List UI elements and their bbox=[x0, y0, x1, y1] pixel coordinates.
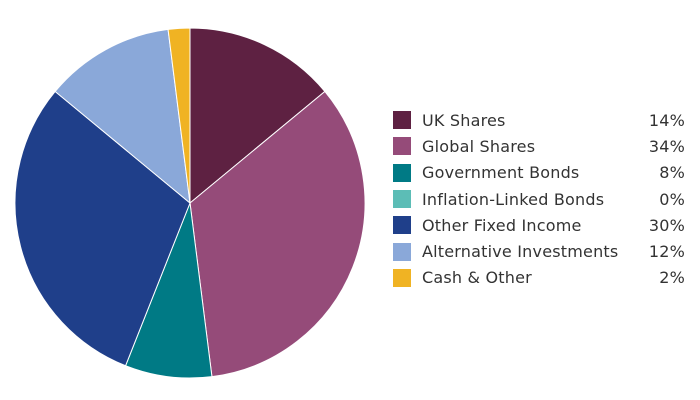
legend-label: Alternative Investments bbox=[422, 242, 619, 262]
pie-slice-global-shares bbox=[189, 90, 366, 378]
legend-item-alternative-investments: Alternative Investments 12% bbox=[393, 238, 685, 264]
legend-item-global-shares: Global Shares 34% bbox=[393, 133, 685, 159]
pie-slice-other-fixed-income bbox=[14, 90, 191, 367]
legend-item-uk-shares: UK Shares 14% bbox=[393, 107, 685, 133]
legend-label: UK Shares bbox=[422, 110, 506, 130]
legend-value: 2% bbox=[659, 268, 685, 288]
legend-swatch bbox=[393, 111, 411, 130]
legend-value: 34% bbox=[648, 136, 685, 156]
legend-item-other-fixed-income: Other Fixed Income 30% bbox=[393, 212, 685, 238]
legend-value: 0% bbox=[659, 189, 685, 209]
chart-legend: UK Shares 14% Global Shares 34% Government B… bbox=[393, 107, 685, 291]
legend-swatch bbox=[393, 242, 411, 261]
legend-value: 12% bbox=[648, 242, 685, 262]
legend-label: Inflation-Linked Bonds bbox=[422, 189, 605, 209]
legend-value: 14% bbox=[648, 110, 685, 130]
legend-value: 8% bbox=[659, 163, 685, 183]
legend-swatch bbox=[393, 216, 411, 235]
legend-swatch bbox=[393, 163, 411, 182]
pie-slice-alternative-investments bbox=[54, 28, 191, 205]
legend-swatch bbox=[393, 190, 411, 209]
legend-label: Global Shares bbox=[422, 136, 536, 156]
legend-label: Cash & Other bbox=[422, 268, 532, 288]
legend-item-cash-other: Cash & Other 2% bbox=[393, 265, 685, 291]
legend-label: Other Fixed Income bbox=[422, 215, 582, 235]
legend-value: 30% bbox=[648, 215, 685, 235]
legend-item-inflation-linked-bonds: Inflation-Linked Bonds 0% bbox=[393, 186, 685, 212]
legend-swatch bbox=[393, 137, 411, 156]
pie-slice-uk-shares bbox=[189, 27, 326, 205]
legend-swatch bbox=[393, 268, 411, 287]
pie-slice-cash-other bbox=[167, 27, 191, 204]
pie-chart bbox=[14, 27, 366, 379]
legend-label: Government Bonds bbox=[422, 163, 580, 183]
legend-item-government-bonds: Government Bonds 8% bbox=[393, 160, 685, 186]
